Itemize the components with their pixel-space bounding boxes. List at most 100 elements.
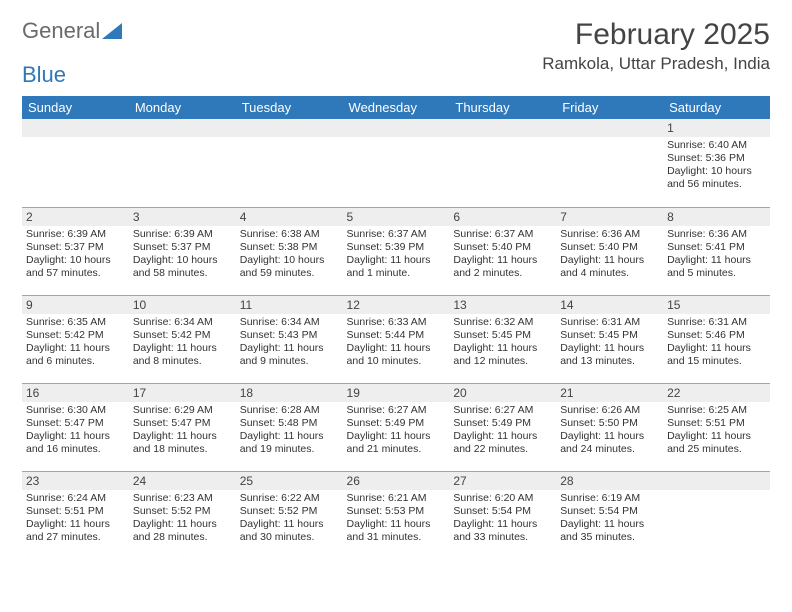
calendar-cell: 17Sunrise: 6:29 AMSunset: 5:47 PMDayligh… — [129, 383, 236, 471]
sunset-text: Sunset: 5:38 PM — [240, 241, 339, 254]
sunrise-text: Sunrise: 6:36 AM — [667, 228, 766, 241]
calendar-cell: 4Sunrise: 6:38 AMSunset: 5:38 PMDaylight… — [236, 207, 343, 295]
day-number — [22, 119, 129, 137]
day-number: 9 — [22, 296, 129, 314]
sunrise-text: Sunrise: 6:30 AM — [26, 404, 125, 417]
weekday-header: Tuesday — [236, 96, 343, 119]
calendar-cell — [663, 471, 770, 559]
day-details: Sunrise: 6:39 AMSunset: 5:37 PMDaylight:… — [22, 226, 129, 285]
sunrise-text: Sunrise: 6:23 AM — [133, 492, 232, 505]
sunset-text: Sunset: 5:54 PM — [453, 505, 552, 518]
daylight-text: Daylight: 10 hours and 57 minutes. — [26, 254, 125, 280]
sunrise-text: Sunrise: 6:28 AM — [240, 404, 339, 417]
sunset-text: Sunset: 5:50 PM — [560, 417, 659, 430]
day-number: 26 — [343, 472, 450, 490]
weekday-header: Monday — [129, 96, 236, 119]
sunrise-text: Sunrise: 6:24 AM — [26, 492, 125, 505]
sunset-text: Sunset: 5:37 PM — [26, 241, 125, 254]
day-number: 21 — [556, 384, 663, 402]
sunrise-text: Sunrise: 6:38 AM — [240, 228, 339, 241]
sunset-text: Sunset: 5:40 PM — [453, 241, 552, 254]
page-title: February 2025 — [542, 18, 770, 52]
sunset-text: Sunset: 5:49 PM — [347, 417, 446, 430]
calendar-table: SundayMondayTuesdayWednesdayThursdayFrid… — [22, 96, 770, 559]
day-details: Sunrise: 6:24 AMSunset: 5:51 PMDaylight:… — [22, 490, 129, 549]
day-number: 12 — [343, 296, 450, 314]
day-number: 6 — [449, 208, 556, 226]
day-number: 28 — [556, 472, 663, 490]
day-details: Sunrise: 6:23 AMSunset: 5:52 PMDaylight:… — [129, 490, 236, 549]
sunset-text: Sunset: 5:36 PM — [667, 152, 766, 165]
day-details: Sunrise: 6:31 AMSunset: 5:46 PMDaylight:… — [663, 314, 770, 373]
sunset-text: Sunset: 5:45 PM — [453, 329, 552, 342]
daylight-text: Daylight: 11 hours and 27 minutes. — [26, 518, 125, 544]
sunset-text: Sunset: 5:40 PM — [560, 241, 659, 254]
day-number — [236, 119, 343, 137]
daylight-text: Daylight: 11 hours and 28 minutes. — [133, 518, 232, 544]
day-number: 13 — [449, 296, 556, 314]
day-details: Sunrise: 6:32 AMSunset: 5:45 PMDaylight:… — [449, 314, 556, 373]
day-number: 24 — [129, 472, 236, 490]
calendar-cell — [236, 119, 343, 207]
sunset-text: Sunset: 5:51 PM — [26, 505, 125, 518]
sunset-text: Sunset: 5:43 PM — [240, 329, 339, 342]
daylight-text: Daylight: 11 hours and 9 minutes. — [240, 342, 339, 368]
calendar-cell — [343, 119, 450, 207]
day-details: Sunrise: 6:27 AMSunset: 5:49 PMDaylight:… — [449, 402, 556, 461]
weekday-header: Wednesday — [343, 96, 450, 119]
day-number — [449, 119, 556, 137]
sunrise-text: Sunrise: 6:27 AM — [347, 404, 446, 417]
calendar-cell: 24Sunrise: 6:23 AMSunset: 5:52 PMDayligh… — [129, 471, 236, 559]
sunrise-text: Sunrise: 6:34 AM — [133, 316, 232, 329]
sunrise-text: Sunrise: 6:22 AM — [240, 492, 339, 505]
day-details: Sunrise: 6:19 AMSunset: 5:54 PMDaylight:… — [556, 490, 663, 549]
day-details: Sunrise: 6:26 AMSunset: 5:50 PMDaylight:… — [556, 402, 663, 461]
day-details: Sunrise: 6:31 AMSunset: 5:45 PMDaylight:… — [556, 314, 663, 373]
sunrise-text: Sunrise: 6:21 AM — [347, 492, 446, 505]
sunset-text: Sunset: 5:39 PM — [347, 241, 446, 254]
location-subtitle: Ramkola, Uttar Pradesh, India — [542, 54, 770, 74]
weekday-header: Saturday — [663, 96, 770, 119]
calendar-cell: 26Sunrise: 6:21 AMSunset: 5:53 PMDayligh… — [343, 471, 450, 559]
calendar-cell: 8Sunrise: 6:36 AMSunset: 5:41 PMDaylight… — [663, 207, 770, 295]
day-details: Sunrise: 6:20 AMSunset: 5:54 PMDaylight:… — [449, 490, 556, 549]
daylight-text: Daylight: 11 hours and 4 minutes. — [560, 254, 659, 280]
day-number: 11 — [236, 296, 343, 314]
day-number: 5 — [343, 208, 450, 226]
daylight-text: Daylight: 10 hours and 58 minutes. — [133, 254, 232, 280]
calendar-cell: 21Sunrise: 6:26 AMSunset: 5:50 PMDayligh… — [556, 383, 663, 471]
calendar-cell: 6Sunrise: 6:37 AMSunset: 5:40 PMDaylight… — [449, 207, 556, 295]
sunrise-text: Sunrise: 6:32 AM — [453, 316, 552, 329]
day-number: 18 — [236, 384, 343, 402]
daylight-text: Daylight: 11 hours and 5 minutes. — [667, 254, 766, 280]
sunrise-text: Sunrise: 6:39 AM — [26, 228, 125, 241]
daylight-text: Daylight: 11 hours and 16 minutes. — [26, 430, 125, 456]
calendar-cell — [449, 119, 556, 207]
day-details: Sunrise: 6:27 AMSunset: 5:49 PMDaylight:… — [343, 402, 450, 461]
calendar-cell — [556, 119, 663, 207]
daylight-text: Daylight: 11 hours and 1 minute. — [347, 254, 446, 280]
day-number: 23 — [22, 472, 129, 490]
title-block: February 2025 Ramkola, Uttar Pradesh, In… — [542, 18, 770, 74]
day-number: 15 — [663, 296, 770, 314]
daylight-text: Daylight: 11 hours and 12 minutes. — [453, 342, 552, 368]
sunset-text: Sunset: 5:52 PM — [240, 505, 339, 518]
calendar-cell: 2Sunrise: 6:39 AMSunset: 5:37 PMDaylight… — [22, 207, 129, 295]
day-number: 2 — [22, 208, 129, 226]
day-details: Sunrise: 6:35 AMSunset: 5:42 PMDaylight:… — [22, 314, 129, 373]
sunset-text: Sunset: 5:46 PM — [667, 329, 766, 342]
sunset-text: Sunset: 5:44 PM — [347, 329, 446, 342]
weekday-header: Sunday — [22, 96, 129, 119]
calendar-cell: 27Sunrise: 6:20 AMSunset: 5:54 PMDayligh… — [449, 471, 556, 559]
sunrise-text: Sunrise: 6:31 AM — [667, 316, 766, 329]
logo: General — [22, 18, 124, 44]
day-number: 16 — [22, 384, 129, 402]
calendar-cell: 10Sunrise: 6:34 AMSunset: 5:42 PMDayligh… — [129, 295, 236, 383]
day-details: Sunrise: 6:37 AMSunset: 5:40 PMDaylight:… — [449, 226, 556, 285]
sunset-text: Sunset: 5:42 PM — [26, 329, 125, 342]
sunrise-text: Sunrise: 6:19 AM — [560, 492, 659, 505]
day-number: 1 — [663, 119, 770, 137]
calendar-cell: 7Sunrise: 6:36 AMSunset: 5:40 PMDaylight… — [556, 207, 663, 295]
calendar-cell: 25Sunrise: 6:22 AMSunset: 5:52 PMDayligh… — [236, 471, 343, 559]
day-number: 8 — [663, 208, 770, 226]
